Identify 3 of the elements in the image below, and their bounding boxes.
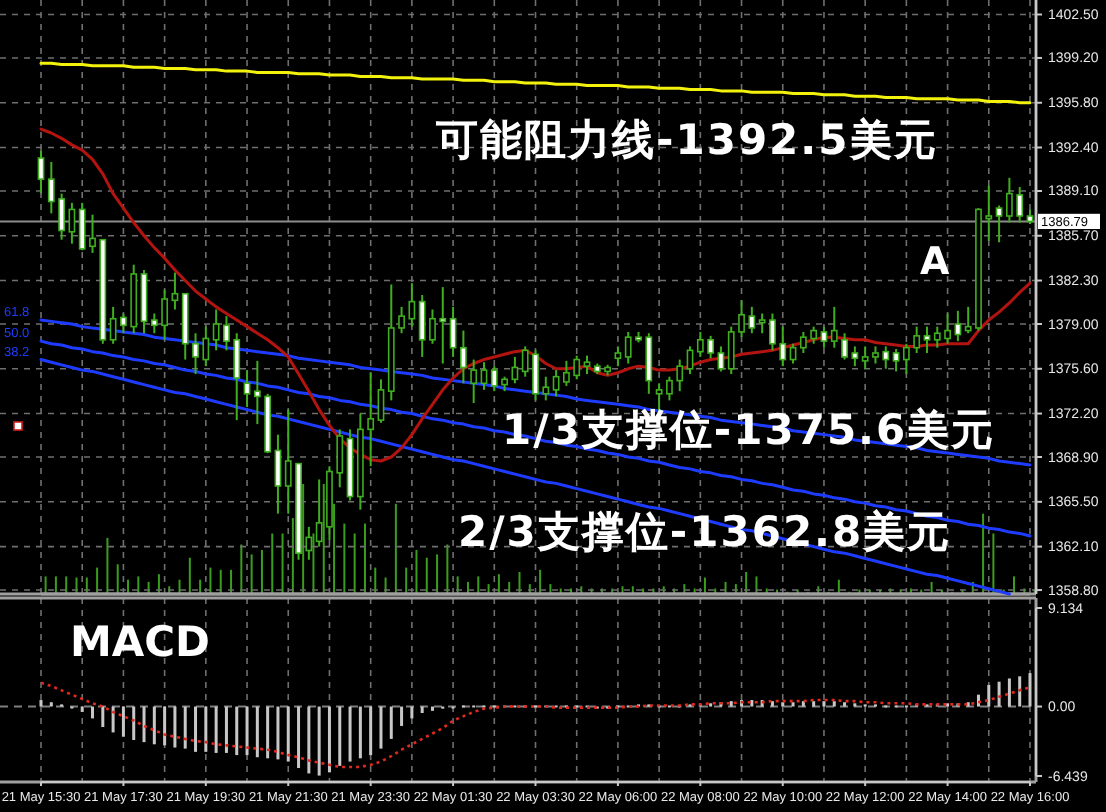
annotation: A: [920, 240, 952, 284]
annotation: 可能阻力线-1392.5美元: [434, 116, 938, 164]
chart-title: MACD: [70, 618, 210, 666]
